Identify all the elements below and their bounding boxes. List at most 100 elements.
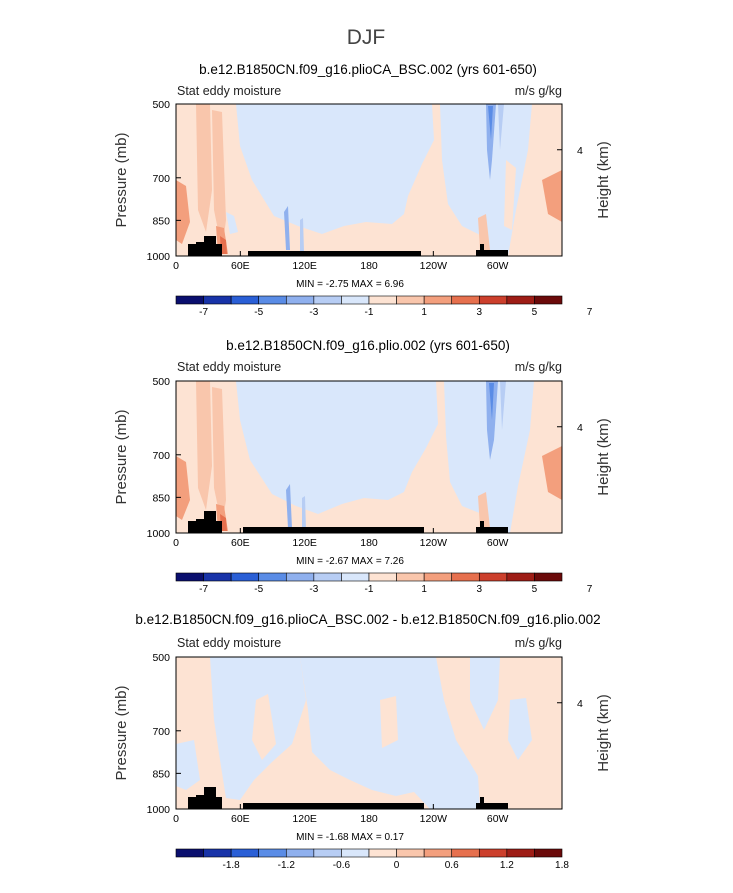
colorbar-label: 1 [421, 307, 427, 318]
colorbar-swatch [368, 572, 397, 582]
colorbar-swatch [230, 848, 260, 858]
right-tick-label: 4 [577, 145, 583, 157]
x-tick-label: 120W [420, 537, 448, 549]
colorbar-swatch [478, 295, 508, 305]
colorbar-swatch [423, 572, 453, 582]
x-tick-label: 180 [360, 813, 378, 825]
colorbar-label: 7 [587, 584, 593, 595]
panel-1-min-max-label: MIN = -2.75 MAX = 6.96 [296, 279, 404, 290]
colorbar-swatch [341, 295, 370, 305]
colorbar-swatch [313, 848, 342, 858]
x-tick-label: 120E [292, 537, 317, 549]
panel-1-colorbar: -7 -5 -3 -1 1 3 5 7 [175, 295, 593, 318]
colorbar-swatch [285, 848, 315, 858]
y-tick-label: 700 [152, 173, 170, 185]
colorbar-swatch [285, 295, 315, 305]
x-tick-label: 180 [360, 537, 378, 549]
colorbar-swatch [506, 848, 535, 858]
colorbar-swatch [396, 848, 425, 858]
x-tick-label: 60E [231, 260, 250, 272]
y-axis-right-title: Height (km) [595, 694, 612, 772]
panel-2-title: b.e12.B1850CN.f09_g16.plio.002 (yrs 601-… [226, 338, 510, 353]
colorbar-label: 3 [477, 307, 483, 318]
colorbar-swatch [478, 848, 508, 858]
panel-3-title: b.e12.B1850CN.f09_g16.plioCA_BSC.002 - b… [135, 612, 600, 627]
right-tick-label: 4 [577, 422, 583, 434]
colorbar-label: -5 [254, 584, 263, 595]
x-tick-label: 120E [292, 813, 317, 825]
colorbar-label: 1.2 [500, 860, 514, 871]
x-tick-label: 0 [173, 260, 179, 272]
colorbar-swatch [423, 848, 453, 858]
panel-3-axes: 0 60E 120E 180 120W 60W 500 700 850 1000 4 Pressure… [113, 652, 612, 825]
colorbar-swatch [396, 295, 425, 305]
y-tick-label: 500 [152, 652, 170, 664]
y-tick-label: 500 [152, 99, 170, 111]
colorbar-label: -1.2 [278, 860, 296, 871]
colorbar-label: -7 [199, 584, 208, 595]
panel-2: b.e12.B1850CN.f09_g16.plio.002 (yrs 601-… [113, 338, 612, 595]
colorbar-swatch [313, 295, 342, 305]
x-tick-label: 120W [420, 260, 448, 272]
x-tick-label: 180 [360, 260, 378, 272]
y-tick-label: 700 [152, 450, 170, 462]
panel-1-axes: 0 60E 120E 180 120W 60W 500 700 850 1000 4 Pressure… [113, 99, 612, 272]
colorbar-swatch [506, 572, 535, 582]
colorbar-label: 3 [477, 584, 483, 595]
colorbar-label: 0 [394, 860, 400, 871]
panel-1: b.e12.B1850CN.f09_g16.plioCA_BSC.002 (yr… [113, 62, 612, 318]
y-tick-label: 1000 [147, 251, 171, 263]
colorbar-swatch [203, 848, 232, 858]
panel-2-contour-field [176, 381, 562, 533]
x-tick-label: 60W [487, 813, 509, 825]
y-axis-title: Pressure (mb) [113, 132, 130, 227]
y-axis-right-title: Height (km) [595, 141, 612, 219]
y-tick-label: 850 [152, 768, 170, 780]
x-tick-label: 120E [292, 260, 317, 272]
colorbar-label: -1 [365, 584, 374, 595]
panel-3-variable-label: Stat eddy moisture [177, 636, 281, 650]
colorbar-swatch [203, 295, 232, 305]
colorbar-swatch [258, 295, 287, 305]
colorbar-swatch [341, 572, 370, 582]
colorbar-label: -7 [199, 307, 208, 318]
colorbar-swatch [258, 572, 287, 582]
x-tick-label: 60E [231, 813, 250, 825]
colorbar-swatch [230, 572, 260, 582]
colorbar-swatch [506, 295, 535, 305]
panel-1-units-label: m/s g/kg [515, 84, 562, 98]
colorbar-label: -0.6 [333, 860, 351, 871]
colorbar-swatch [313, 572, 342, 582]
colorbar-label: -1 [365, 307, 374, 318]
colorbar-swatch [230, 295, 260, 305]
figure-title: DJF [347, 26, 386, 49]
panel-1-contour-field [176, 104, 562, 256]
colorbar-label: -3 [309, 307, 318, 318]
colorbar-swatch [341, 848, 370, 858]
x-tick-label: 60E [231, 537, 250, 549]
colorbar-swatch [175, 848, 204, 858]
colorbar-label: -1.8 [223, 860, 241, 871]
colorbar-swatch [258, 848, 287, 858]
colorbar-label: 5 [532, 307, 538, 318]
colorbar-swatch [368, 295, 397, 305]
colorbar-swatch [534, 295, 563, 305]
colorbar-label: 1.8 [555, 860, 569, 871]
colorbar-swatch [396, 572, 425, 582]
y-axis-title: Pressure (mb) [113, 409, 130, 504]
y-tick-label: 850 [152, 215, 170, 227]
colorbar-label: 5 [532, 584, 538, 595]
panel-2-variable-label: Stat eddy moisture [177, 360, 281, 374]
panel-3-units-label: m/s g/kg [515, 636, 562, 650]
y-tick-label: 850 [152, 492, 170, 504]
y-axis-right-title: Height (km) [595, 418, 612, 496]
colorbar-swatch [451, 848, 480, 858]
colorbar-swatch [534, 848, 563, 858]
x-tick-label: 120W [420, 813, 448, 825]
colorbar-swatch [451, 295, 480, 305]
panel-3: b.e12.B1850CN.f09_g16.plioCA_BSC.002 - b… [113, 612, 612, 871]
colorbar-label: -3 [309, 584, 318, 595]
panel-3-min-max-label: MIN = -1.68 MAX = 0.17 [296, 832, 404, 843]
y-tick-label: 500 [152, 376, 170, 388]
